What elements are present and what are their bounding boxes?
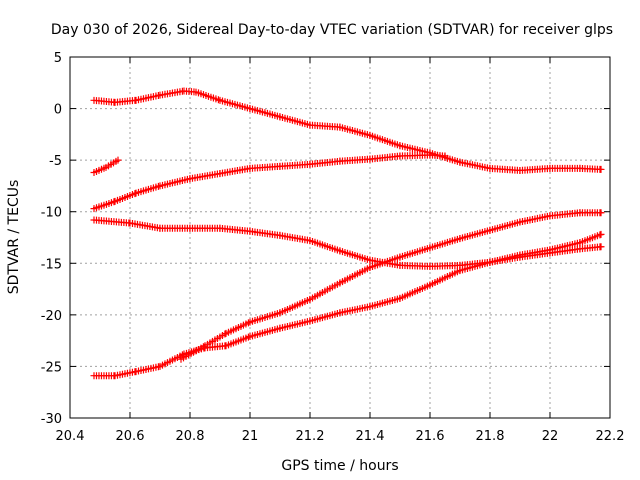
grid-lines [70,57,610,418]
data-point [114,156,122,164]
data-point [441,152,449,160]
data-series [90,87,605,380]
data-point [597,165,605,173]
x-axis-label: GPS time / hours [281,458,398,474]
data-point [597,243,605,251]
y-tick-label: -30 [41,412,62,427]
y-tick-label: -15 [41,257,62,272]
data-point [244,319,252,327]
data-point [244,333,252,341]
y-tick-label: -20 [41,309,62,324]
data-point [221,330,229,338]
plot-frame [69,56,611,419]
x-tick-label: 21.8 [476,429,505,444]
y-tick-label: 5 [54,51,62,66]
data-point [597,230,605,238]
x-tick-label: 21.2 [296,429,325,444]
x-tick-label: 21 [242,429,259,444]
series-sat-f [177,209,605,363]
x-tick-label: 21.6 [416,429,445,444]
data-point [597,209,605,217]
y-axis-label: SDTVAR / TECUs [6,180,22,295]
x-tick-label: 21.4 [356,429,385,444]
x-axis-ticks: 20.4 20.6 20.8 21 21.2 21.4 21.6 21.8 22 22.2 [56,57,625,444]
x-tick-label: 22.2 [596,429,625,444]
data-point [178,351,186,359]
y-axis-ticks: 5 0 -5 -10 -15 -20 -25 -30 [41,51,610,427]
x-tick-label: 20.6 [116,429,145,444]
y-tick-label: -25 [41,360,62,375]
chart-title: Day 030 of 2026, Sidereal Day-to-day VTE… [51,22,613,38]
series-sat-b [90,156,122,177]
series-sat-a [90,87,605,174]
data-point [199,343,207,351]
x-tick-label: 22 [542,429,559,444]
series-sat-d [90,216,605,270]
y-tick-label: -5 [49,154,62,169]
y-tick-label: 0 [54,103,62,118]
series-sat-c [90,151,449,213]
y-tick-label: -10 [41,206,62,221]
x-tick-label: 20.4 [56,429,85,444]
x-tick-label: 20.8 [176,429,205,444]
